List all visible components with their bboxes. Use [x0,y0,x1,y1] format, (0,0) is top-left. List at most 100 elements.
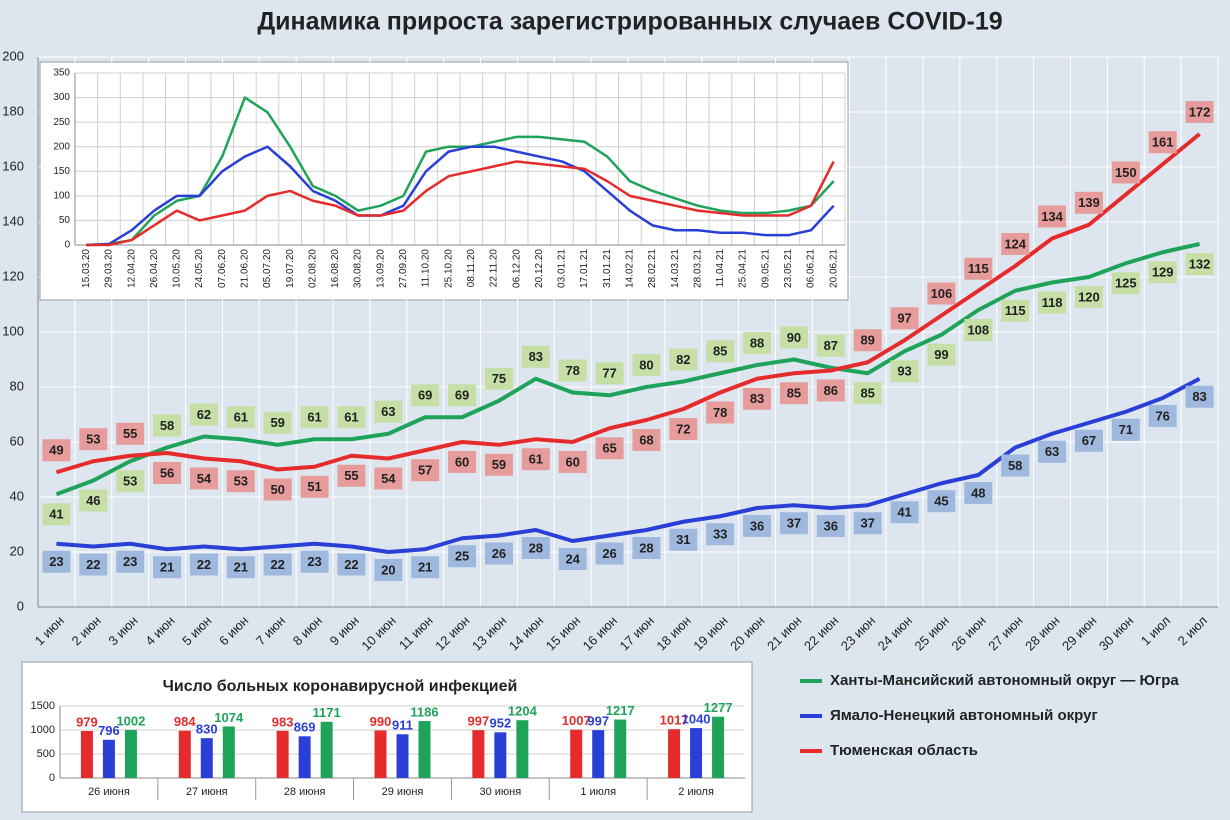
data-label: 983 [272,714,294,729]
bar [668,729,681,778]
data-label-box [927,343,956,366]
data-label-box [1148,131,1177,154]
data-label-box [189,553,218,576]
series-line [55,132,1201,475]
data-label: 1217 [606,703,635,718]
data-label: 124 [1004,236,1026,251]
data-label: 87 [824,338,838,353]
bar [614,719,627,778]
data-label-box [521,345,550,368]
data-label-box [374,400,403,423]
data-label-box [1185,101,1214,123]
data-label-box [263,478,292,501]
data-label-box [927,490,956,513]
data-label-box [79,553,108,576]
data-label: 26 [492,546,506,561]
data-label: 23 [49,554,63,569]
x-tick-label: 10.05.20 [172,249,183,288]
y-tick-label: 250 [53,117,70,128]
data-label: 36 [750,518,764,533]
data-label: 25 [455,549,469,564]
data-label-box [1001,454,1030,477]
series-line [56,376,1201,554]
data-label-box [1038,440,1067,463]
bar [124,729,137,778]
data-label: 65 [602,441,616,456]
data-label-box [816,379,845,402]
data-label-box [79,489,108,512]
data-label: 54 [381,471,396,486]
x-tick-label: 31.01.21 [602,249,613,288]
data-label-box [484,542,513,565]
bar [200,738,213,778]
data-label: 83 [1192,389,1206,404]
data-label-box [558,451,587,473]
data-label-box [263,553,292,576]
x-tick-label: 27.09.20 [398,249,409,288]
data-label-box [337,464,366,487]
y-tick-label: 1000 [31,724,55,736]
x-tick-label: 1 июля [580,786,616,798]
y-tick-label: 0 [17,598,24,613]
data-label: 48 [971,485,985,500]
x-tick-label: 29 июня [382,786,424,798]
data-label: 62 [197,407,211,422]
data-label: 56 [160,465,174,480]
data-label-box [853,512,882,535]
x-tick-label: 26.04.20 [149,249,160,288]
data-label: 61 [529,452,543,467]
data-label-box [964,482,993,504]
x-tick-label: 27 июня [186,786,228,798]
y-tick-label: 200 [2,48,24,63]
data-label: 22 [86,557,100,572]
data-label: 1277 [704,700,733,715]
data-label: 118 [1042,295,1063,310]
data-label: 129 [1152,265,1174,280]
data-label: 60 [565,454,579,469]
data-label-box [411,384,440,407]
x-tick-label: 22.11.20 [489,249,500,288]
bar [516,720,529,778]
data-label-box [1074,286,1103,308]
y-tick-label: 180 [2,103,24,118]
y-tick-label: 200 [53,141,70,152]
x-tick-label: 30.08.20 [353,249,364,288]
x-tick-label: 16.08.20 [330,249,341,288]
data-label-box [779,326,808,349]
x-tick-label: 28 июня [284,786,326,798]
data-label-box [153,414,182,437]
data-label: 139 [1078,195,1100,210]
data-label-box [337,406,366,429]
data-label: 77 [602,366,616,381]
data-label: 150 [1115,165,1137,180]
x-tick-label: 14.03.21 [670,249,681,288]
data-label: 86 [824,383,838,398]
data-label-box [964,257,993,280]
data-label: 90 [787,330,801,345]
data-label-box [1074,429,1103,452]
data-label: 53 [234,474,248,489]
x-tick-label: 14.02.21 [624,249,635,288]
data-label: 106 [931,286,953,301]
data-label-box [890,360,919,383]
data-label: 21 [234,560,248,575]
data-label-box [669,528,698,551]
x-tick-label: 28.02.21 [647,249,658,288]
bar [570,729,583,778]
data-label: 997 [468,714,490,729]
data-label: 125 [1115,276,1137,291]
data-label-box [42,550,71,573]
data-label-box [79,428,108,451]
data-label: 58 [1008,458,1022,473]
data-label-box [779,512,808,535]
data-label: 75 [492,371,506,386]
data-label-box [116,422,145,445]
data-label: 67 [1082,433,1096,448]
data-label-box [1038,205,1067,228]
data-label: 1017 [660,713,689,728]
data-label: 82 [676,352,690,367]
data-label-box [42,439,71,462]
data-label: 21 [418,560,432,575]
data-label: 1171 [313,705,341,720]
bar [418,721,431,778]
